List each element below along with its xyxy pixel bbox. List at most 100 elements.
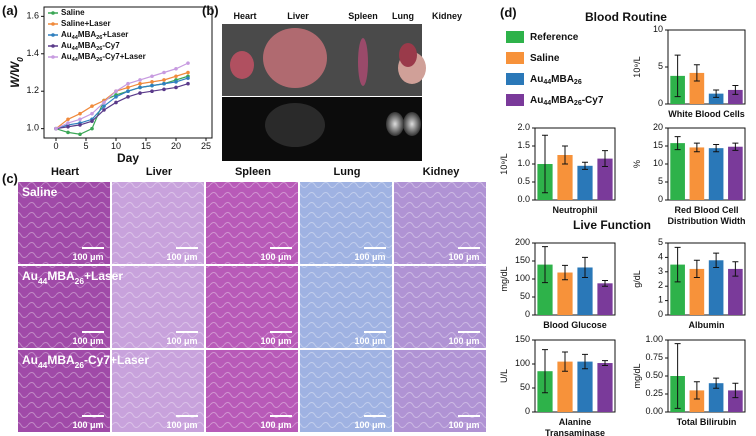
point [174, 80, 178, 84]
signal [265, 103, 325, 147]
y-tick-label: 0 [658, 309, 663, 319]
point [126, 89, 130, 94]
error-bar [713, 89, 720, 98]
y-tick-label: 0.50 [645, 370, 663, 380]
y-tick-label: 0.25 [645, 388, 663, 398]
column-header: Heart [51, 166, 79, 178]
x-tick-label: 0 [53, 141, 58, 151]
bar [708, 260, 724, 315]
error-bar [562, 264, 568, 281]
error-bar [542, 246, 548, 284]
organ-label: Liver [287, 11, 309, 21]
column-header: Kidney [423, 166, 461, 178]
texture [206, 350, 298, 432]
scale-bar-label: 100 μm [166, 420, 197, 430]
y-tick-label: 20 [653, 122, 663, 132]
bar [708, 148, 724, 200]
texture [394, 182, 486, 264]
legend-label: Saline [61, 8, 85, 17]
error-bar [674, 343, 681, 409]
bar [689, 147, 705, 200]
y-tick-label: 150 [515, 334, 530, 344]
point [138, 85, 142, 90]
y-tick-label: 0 [658, 194, 663, 204]
legend-label: Reference [530, 32, 579, 43]
point [138, 78, 142, 82]
texture [18, 266, 110, 348]
y-tick-label: 100 [515, 358, 530, 368]
series-line [55, 77, 189, 130]
point [90, 119, 94, 123]
point [150, 83, 154, 88]
legend-label: Au44MBA26-Cy7 [530, 95, 604, 108]
scale-bar-label: 100 μm [448, 336, 479, 346]
point [66, 117, 70, 122]
y-axis-label: % [632, 160, 642, 168]
legend-label: Saline+Laser [61, 19, 111, 28]
x-tick-label: 5 [83, 141, 88, 151]
y-tick-label: 1.00 [645, 334, 663, 344]
chart-title: Distribution Width [668, 216, 746, 226]
bar [537, 264, 553, 315]
y-tick-label: 0.75 [645, 352, 663, 362]
error-bar [693, 142, 700, 153]
organ-label: Spleen [348, 11, 378, 21]
bar [689, 390, 705, 412]
legend-marker [51, 44, 55, 48]
point [174, 74, 178, 79]
point [78, 132, 82, 137]
scale-bar-label: 100 μm [448, 252, 479, 262]
error-bar [732, 261, 739, 277]
point [162, 70, 166, 75]
point [126, 95, 130, 99]
point [150, 80, 154, 84]
error-bar [674, 136, 681, 151]
x-tick-label: 25 [201, 141, 211, 151]
bar [670, 143, 685, 200]
y-axis-label: W/W0 [8, 57, 25, 88]
organ-label: Lung [392, 11, 414, 21]
y-axis-label: U/L [499, 369, 509, 383]
point [78, 117, 82, 122]
error-bar [674, 246, 681, 283]
signal [403, 112, 421, 136]
error-bar [602, 150, 608, 168]
x-tick-label: 20 [171, 141, 181, 151]
point [186, 81, 190, 86]
bar [557, 272, 573, 315]
y-tick-label: 0 [525, 406, 530, 416]
bar [728, 89, 743, 104]
scale-bar-label: 100 μm [448, 420, 479, 430]
y-tick-label: 2 [658, 281, 663, 291]
error-bar [693, 64, 700, 82]
column-header: Spleen [235, 166, 271, 178]
point [90, 126, 94, 131]
scale-bar-label: 100 μm [166, 252, 197, 262]
bar [728, 146, 743, 200]
y-tick-label: 50 [520, 291, 530, 301]
error-bar [602, 279, 608, 287]
point [66, 130, 70, 135]
chart-title: Blood Glucose [543, 320, 607, 330]
chart-title: Transaminase [545, 428, 605, 436]
bar [577, 267, 593, 315]
point [90, 111, 94, 116]
series-line [55, 83, 189, 130]
error-bar [713, 252, 720, 268]
signal [386, 112, 404, 136]
organ [358, 38, 368, 86]
legend-marker [51, 22, 55, 26]
y-tick-label: 10 [653, 24, 663, 34]
error-bar [562, 351, 568, 372]
row-label: Au44MBA26-Cy7+Laser [22, 353, 149, 370]
bar [708, 93, 724, 104]
texture [112, 350, 204, 432]
y-tick-label: 200 [515, 237, 530, 247]
y-tick-label: 50 [520, 382, 530, 392]
legend-label: Au44MBA26-Cy7 [61, 41, 120, 52]
organ [230, 51, 254, 79]
scale-bar-label: 100 μm [260, 420, 291, 430]
legend-swatch [506, 94, 524, 106]
y-tick-label: 0.5 [517, 176, 530, 186]
